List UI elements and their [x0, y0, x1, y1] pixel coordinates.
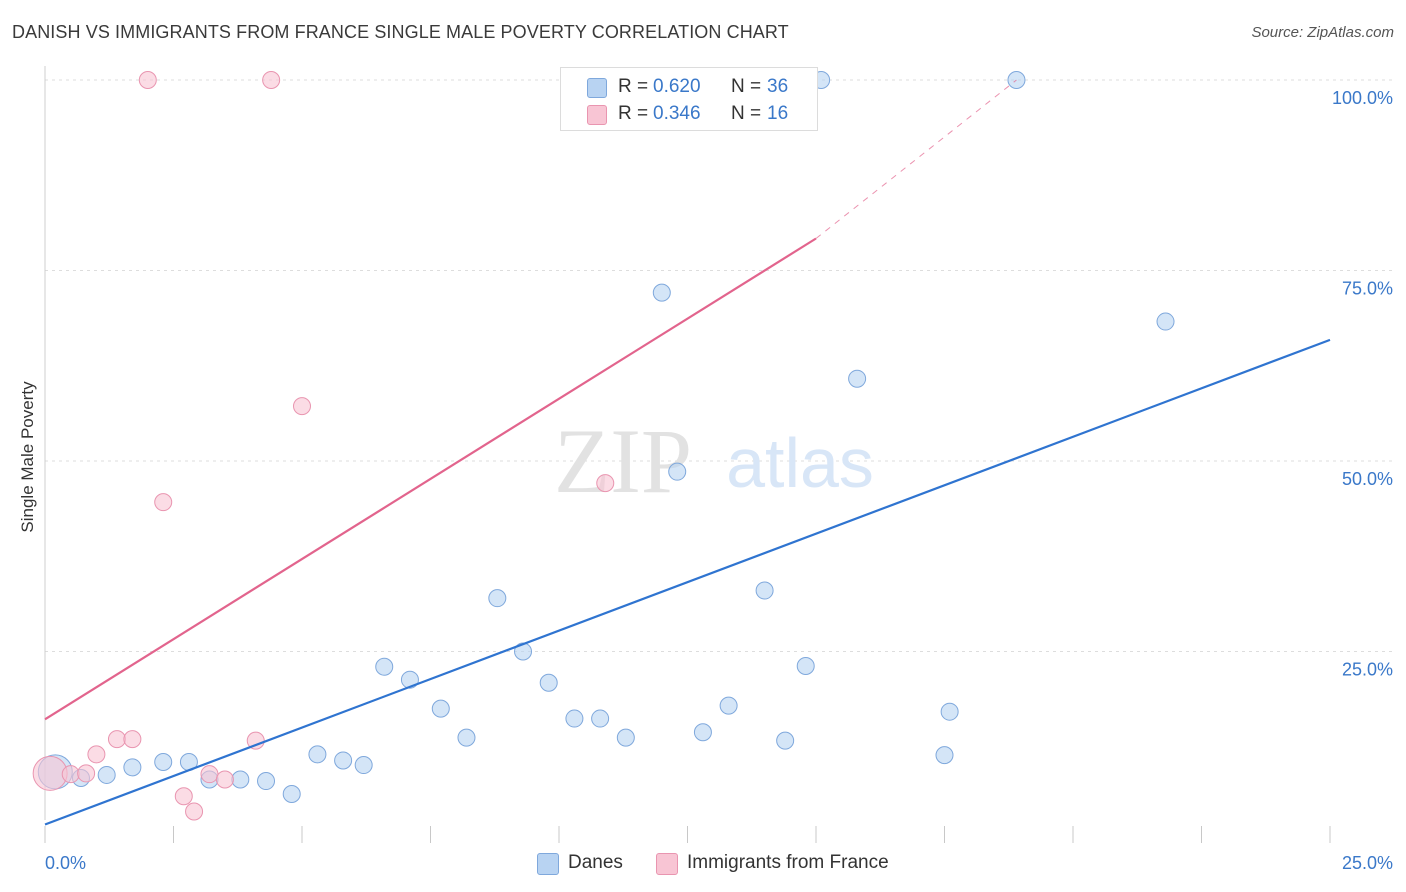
grid-layer: [45, 79, 1392, 652]
france-point: [596, 474, 615, 493]
danes-point: [1156, 312, 1175, 331]
source-label: Source: ZipAtlas.com: [1251, 24, 1394, 41]
france-point: [61, 765, 80, 784]
danes-point: [591, 709, 610, 728]
danes-point: [848, 369, 867, 388]
danes-point: [488, 589, 507, 608]
danes-point: [354, 756, 373, 775]
watermark: ZIP atlas: [554, 410, 874, 512]
danes-point: [652, 283, 671, 302]
france-point: [262, 71, 281, 89]
danes-point: [935, 746, 954, 765]
france-point: [87, 745, 106, 764]
france-legend-label: Immigrants from France: [687, 852, 889, 873]
danes-point: [940, 702, 959, 721]
danes-point: [97, 765, 116, 784]
france-point: [77, 764, 96, 783]
legend-n-value: 36: [767, 76, 789, 97]
legend-n-value: 16: [767, 103, 789, 124]
france-legend-swatch: [656, 853, 678, 875]
y-axis-label: Single Male Poverty: [18, 381, 37, 533]
danes-point: [431, 699, 450, 718]
france-point: [174, 787, 193, 806]
danes-point: [616, 728, 635, 747]
danes-point: [231, 770, 250, 789]
danes-point: [154, 752, 173, 771]
danes-point: [375, 657, 394, 676]
axis-layer: 25.0% 50.0% 75.0% 100.0% 0.0% 25.0%: [44, 66, 1393, 873]
danes-point: [400, 670, 419, 689]
legend-r-value: 0.346: [653, 103, 701, 124]
trend-layer: [44, 79, 1331, 826]
france-point: [138, 71, 157, 89]
x-tick-label: 0.0%: [45, 853, 86, 873]
legend-r-value: 0.620: [653, 76, 701, 97]
danes-legend-swatch: [537, 853, 559, 875]
france-swatch: [587, 105, 607, 125]
danes-point: [755, 581, 774, 600]
danes-point: [334, 751, 353, 770]
watermark-atlas: atlas: [726, 424, 874, 502]
danes-point: [457, 728, 476, 747]
france-point: [107, 730, 126, 749]
x-tick-label: 25.0%: [1342, 853, 1393, 873]
danes-point: [257, 772, 276, 791]
y-tick-label: 100.0%: [1332, 88, 1393, 108]
chart-title: DANISH VS IMMIGRANTS FROM FRANCE SINGLE …: [12, 22, 789, 42]
danes-point: [565, 709, 584, 728]
legend-r-label: R =: [618, 103, 649, 124]
watermark-zip: ZIP: [554, 410, 692, 512]
france-point: [123, 730, 142, 749]
danes-legend-label: Danes: [568, 852, 623, 873]
danes-point: [539, 673, 558, 692]
danes-point: [693, 723, 712, 742]
danes-point: [123, 758, 142, 777]
danes-swatch: [587, 78, 607, 98]
danes-point: [514, 642, 533, 661]
danes-point: [719, 696, 738, 715]
france-point: [215, 770, 234, 789]
danes-point: [776, 731, 795, 750]
danes-trend-line: [44, 338, 1331, 826]
france-point: [185, 802, 204, 821]
danes-point: [668, 462, 687, 481]
france-point: [293, 397, 311, 416]
legend-n-label: N =: [731, 76, 762, 97]
legend-n-label: N =: [731, 103, 762, 124]
france-point: [200, 765, 219, 784]
france-trend-line: [44, 237, 817, 721]
danes-point: [1007, 71, 1026, 89]
y-tick-label: 75.0%: [1342, 279, 1393, 299]
stats-legend: R = 0.620 N = 36 R = 0.346 N = 16: [560, 67, 818, 131]
france-trend-extension: [815, 79, 1017, 239]
y-tick-label: 25.0%: [1342, 660, 1393, 680]
points-layer: [32, 71, 1175, 821]
france-point: [154, 493, 173, 512]
danes-point: [282, 784, 301, 803]
y-tick-label: 50.0%: [1342, 469, 1393, 489]
danes-point: [308, 745, 327, 764]
danes-point: [796, 656, 815, 675]
legend-r-label: R =: [618, 76, 649, 97]
